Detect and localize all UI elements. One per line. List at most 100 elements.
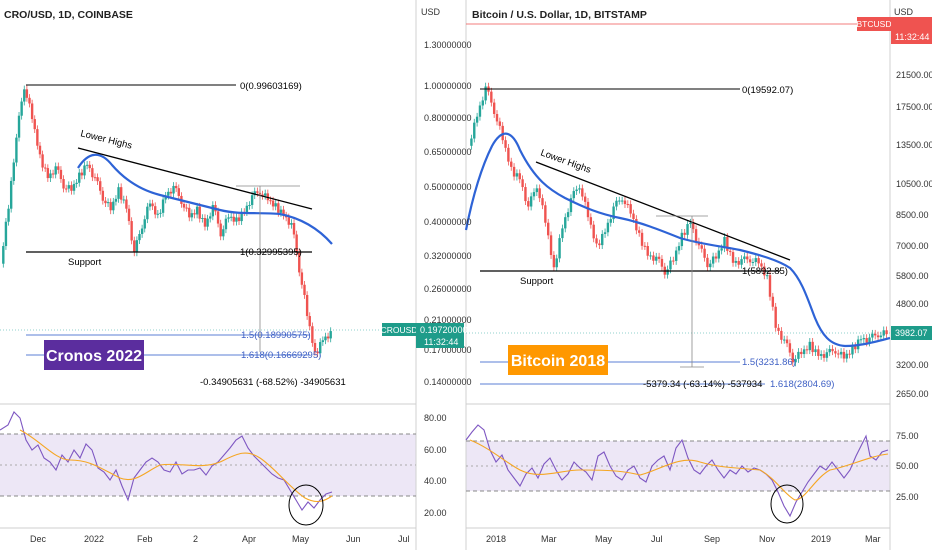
btc-candle-body [828, 348, 831, 353]
cro-candle-body [222, 229, 225, 237]
cro-candle-body [80, 172, 84, 176]
btc-candle-body [555, 258, 558, 268]
btc-candle-body [475, 116, 479, 123]
btc-candle-body [660, 258, 664, 267]
btc-candle-body [527, 201, 530, 207]
btc-candle-body [754, 258, 757, 263]
right-rsi-signal [469, 439, 889, 501]
left-axis-unit: USD [421, 7, 441, 17]
btc-candle-body [615, 200, 618, 207]
cro-candle-body [106, 202, 110, 204]
cro-candle-body [298, 252, 301, 273]
btc-candle-body [831, 348, 834, 352]
btc-candle-body [683, 232, 686, 235]
btc-candle-body [692, 222, 695, 230]
cro-candle-body [169, 191, 173, 194]
left-xtick: Jul [398, 534, 410, 544]
left-rsi-tick: 60.00 [424, 445, 447, 455]
cro-candle-body [146, 206, 149, 220]
btc-candle-body [529, 196, 533, 207]
right-xtick: 2018 [486, 534, 506, 544]
cro-candle-body [198, 206, 201, 219]
cro-price-tag-bg [416, 323, 464, 348]
btc-candle-body [737, 260, 740, 265]
left-y-axis: 1.30000000 1.00000000 0.80000000 0.65000… [424, 40, 472, 387]
left-ytick: 0.65000000 [424, 147, 472, 157]
cro-candle-body [216, 211, 220, 224]
left-rsi-line [0, 411, 333, 511]
right-ytick: 7000.00 [896, 241, 929, 251]
btc-candle-body [564, 217, 567, 229]
cro-candle-body [104, 200, 107, 204]
cro-symbol-tag: CROUSD [381, 325, 418, 335]
cro-candle-body [122, 199, 125, 201]
cro-symbol-tag-bg [382, 323, 416, 336]
btc-candle-body [583, 196, 587, 202]
left-ytick: 0.14000000 [424, 377, 472, 387]
cro-candle-body [329, 331, 332, 339]
btc-candle-body [720, 248, 723, 251]
btc-candle-body [575, 189, 578, 192]
cro-candle-body [64, 188, 68, 190]
left-moving-average [77, 153, 333, 245]
cro-candle-body [57, 166, 60, 170]
cro-candle-body [133, 240, 136, 253]
btc-candle-body [566, 212, 570, 218]
cro-candle-body [188, 207, 191, 218]
cro-candle-body [290, 223, 293, 225]
btc-candle-body [473, 122, 476, 139]
cro-candle-body [324, 336, 327, 341]
cro-candle-body [185, 207, 188, 209]
btc-candle-body [549, 235, 553, 255]
cro-candle-body [70, 185, 73, 191]
cro-candle-body [237, 217, 241, 222]
cro-candle-body [167, 191, 170, 196]
cro-candle-body [91, 168, 94, 178]
btc-candle-body [518, 173, 521, 180]
cro-candle-body [279, 209, 283, 213]
btc-candle-body [558, 238, 561, 259]
cro-candle-body [30, 103, 34, 120]
cro-candle-body [101, 190, 105, 201]
left-xtick: Dec [30, 534, 47, 544]
left-rsi-oversold-circle [288, 484, 324, 526]
cro-candle-body [15, 137, 18, 163]
btc-candle-body [771, 296, 775, 307]
btc-candle-body [825, 352, 829, 358]
btc-candle-body [586, 201, 590, 218]
btc-candle-body [746, 256, 749, 260]
right-ytick: 8500.00 [896, 210, 929, 220]
cro-candle-body [266, 193, 270, 201]
btc-candle-body [535, 188, 539, 193]
cro-candle-body [83, 165, 86, 176]
cro-candle-body [114, 198, 118, 202]
cro-candle-body [38, 145, 42, 155]
left-xtick: Feb [137, 534, 153, 544]
cro-candle-body [143, 219, 146, 229]
cro-candle-body [9, 180, 13, 209]
cro-candle-body [154, 206, 157, 215]
btc-candle-body [709, 263, 712, 268]
btc-symbol-tag-bg [857, 17, 891, 31]
btc-candle-body [669, 260, 672, 270]
btc-candle-body [657, 256, 661, 259]
cro-candle-body [177, 188, 180, 196]
btc-candle-body [592, 224, 595, 239]
cro-candle-body [161, 199, 165, 213]
cro-candle-body [201, 218, 204, 220]
right-ytick: 5800.00 [896, 271, 929, 281]
right-support-label: Support [520, 276, 554, 287]
btc-candle-body [609, 219, 612, 223]
cro-candle-body [109, 202, 112, 211]
btc-candle-body [819, 354, 823, 356]
cro-candle-body [300, 272, 304, 285]
btc-candle-body [495, 113, 499, 122]
btc-candle-body [686, 224, 689, 235]
btc-candle-body [862, 338, 866, 340]
btc-candle-body [578, 188, 581, 190]
left-ytick: 1.00000000 [424, 81, 472, 91]
btc-candle-body [811, 341, 814, 353]
btc-candle-body [612, 206, 615, 220]
right-rsi-tick: 75.00 [896, 431, 919, 441]
left-ytick: 0.26000000 [424, 284, 472, 294]
